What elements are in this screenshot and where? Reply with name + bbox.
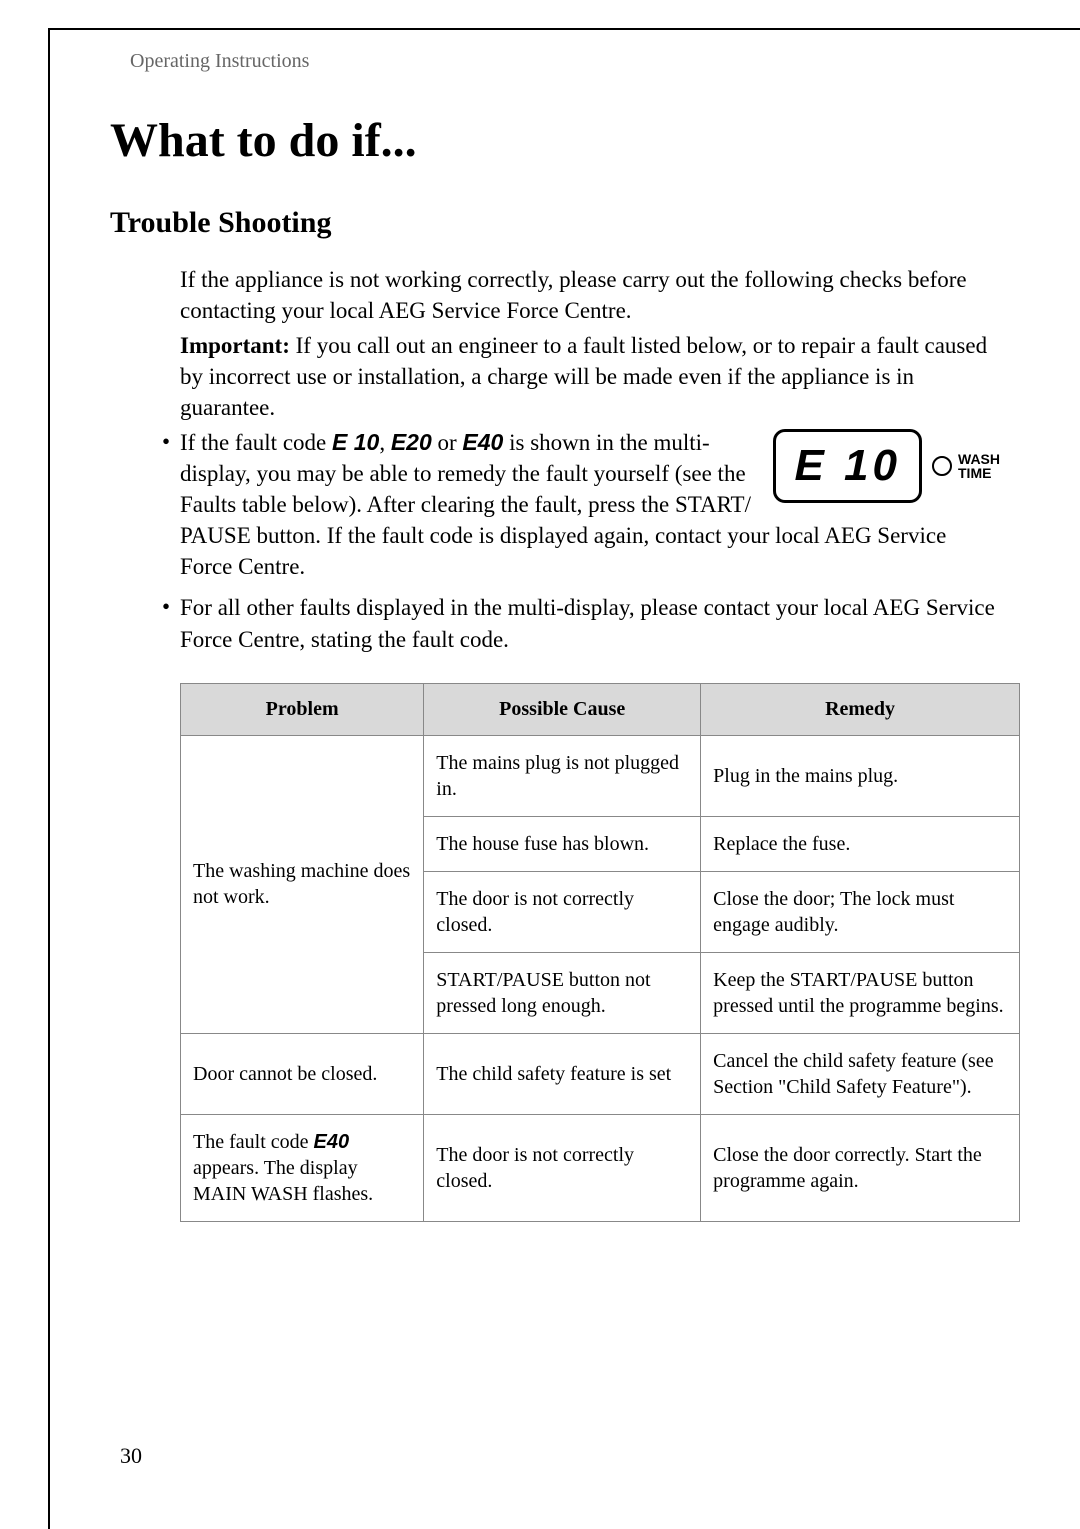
table-row: Door cannot be closed. The child safety … [181, 1033, 1020, 1114]
bullet1-pre: If the fault code [180, 430, 332, 455]
cell-cause: START/PAUSE button not pressed long enou… [424, 952, 701, 1033]
wash-time-indicator: WASH TIME [932, 452, 1000, 480]
table-header-row: Problem Possible Cause Remedy [181, 683, 1020, 735]
bullet-icon: • [162, 594, 170, 620]
table-row: The fault code E40 appears. The display … [181, 1114, 1020, 1221]
cell-cause: The house fuse has blown. [424, 816, 701, 871]
faults-table: Problem Possible Cause Remedy The washin… [180, 683, 1020, 1222]
page-content: Operating Instructions What to do if... … [50, 30, 1080, 1222]
header-label: Operating Instructions [130, 50, 1000, 73]
cell-problem: The fault code E40 appears. The display … [181, 1114, 424, 1221]
indicator-circle-icon [932, 456, 952, 476]
th-cause: Possible Cause [424, 683, 701, 735]
cell-problem: The washing machine does not work. [181, 735, 424, 1033]
cell-cause: The mains plug is not plugged in. [424, 735, 701, 816]
page-frame: Operating Instructions What to do if... … [48, 28, 1080, 1529]
section-title: Trouble Shooting [110, 206, 1000, 240]
lcd-frame: E 10 [773, 429, 922, 502]
cell-problem: Door cannot be closed. [181, 1033, 424, 1114]
cell-remedy: Close the door correctly. Start the prog… [701, 1114, 1020, 1221]
cell-remedy: Cancel the child safety feature (see Sec… [701, 1033, 1020, 1114]
cell-remedy: Replace the fuse. [701, 816, 1020, 871]
lcd-display: E 10 WASH TIME [773, 429, 1000, 502]
table-body: The washing machine does not work. The m… [181, 735, 1020, 1221]
cell-cause: The child safety feature is set [424, 1033, 701, 1114]
cell-remedy: Close the door; The lock must engage aud… [701, 871, 1020, 952]
important-label: Important: [180, 333, 290, 358]
cell-remedy: Plug in the mains plug. [701, 735, 1020, 816]
bullet-1-text: E 10 WASH TIME If the fault code E 10, E… [180, 427, 1000, 582]
important-body: If you call out an engineer to a fault l… [180, 333, 987, 420]
problem-post: appears. The display MAIN WASH flashes. [193, 1157, 373, 1205]
cell-cause: The door is not correctly closed. [424, 871, 701, 952]
lcd-text: E 10 [794, 441, 901, 490]
bullet-item-2: • For all other faults displayed in the … [180, 592, 1000, 654]
code-e10: E 10 [332, 429, 379, 455]
th-remedy: Remedy [701, 683, 1020, 735]
display-diagram: E 10 WASH TIME [773, 429, 1000, 502]
page-title: What to do if... [110, 113, 1000, 168]
bullet-2-text: For all other faults displayed in the mu… [180, 592, 1000, 654]
bullet-item-1: • E 10 WASH TIME [180, 427, 1000, 582]
bullet1-mid1: , [379, 430, 391, 455]
page-number: 30 [120, 1443, 142, 1469]
th-problem: Problem [181, 683, 424, 735]
cell-remedy: Keep the START/PAUSE button pressed unti… [701, 952, 1020, 1033]
problem-pre: The fault code [193, 1131, 314, 1153]
intro-text: If the appliance is not working correctl… [180, 264, 1000, 326]
important-text: Important: If you call out an engineer t… [180, 330, 1000, 423]
indicator-label-top: WASH [958, 452, 1000, 466]
bullet1-mid2: or [432, 430, 463, 455]
indicator-labels: WASH TIME [958, 452, 1000, 480]
table-row: The washing machine does not work. The m… [181, 735, 1020, 816]
bullet-icon: • [162, 429, 170, 455]
indicator-label-bottom: TIME [958, 466, 1000, 480]
code-e20: E20 [391, 429, 432, 455]
problem-code: E40 [314, 1131, 350, 1153]
cell-cause: The door is not correctly closed. [424, 1114, 701, 1221]
code-e40: E40 [462, 429, 503, 455]
